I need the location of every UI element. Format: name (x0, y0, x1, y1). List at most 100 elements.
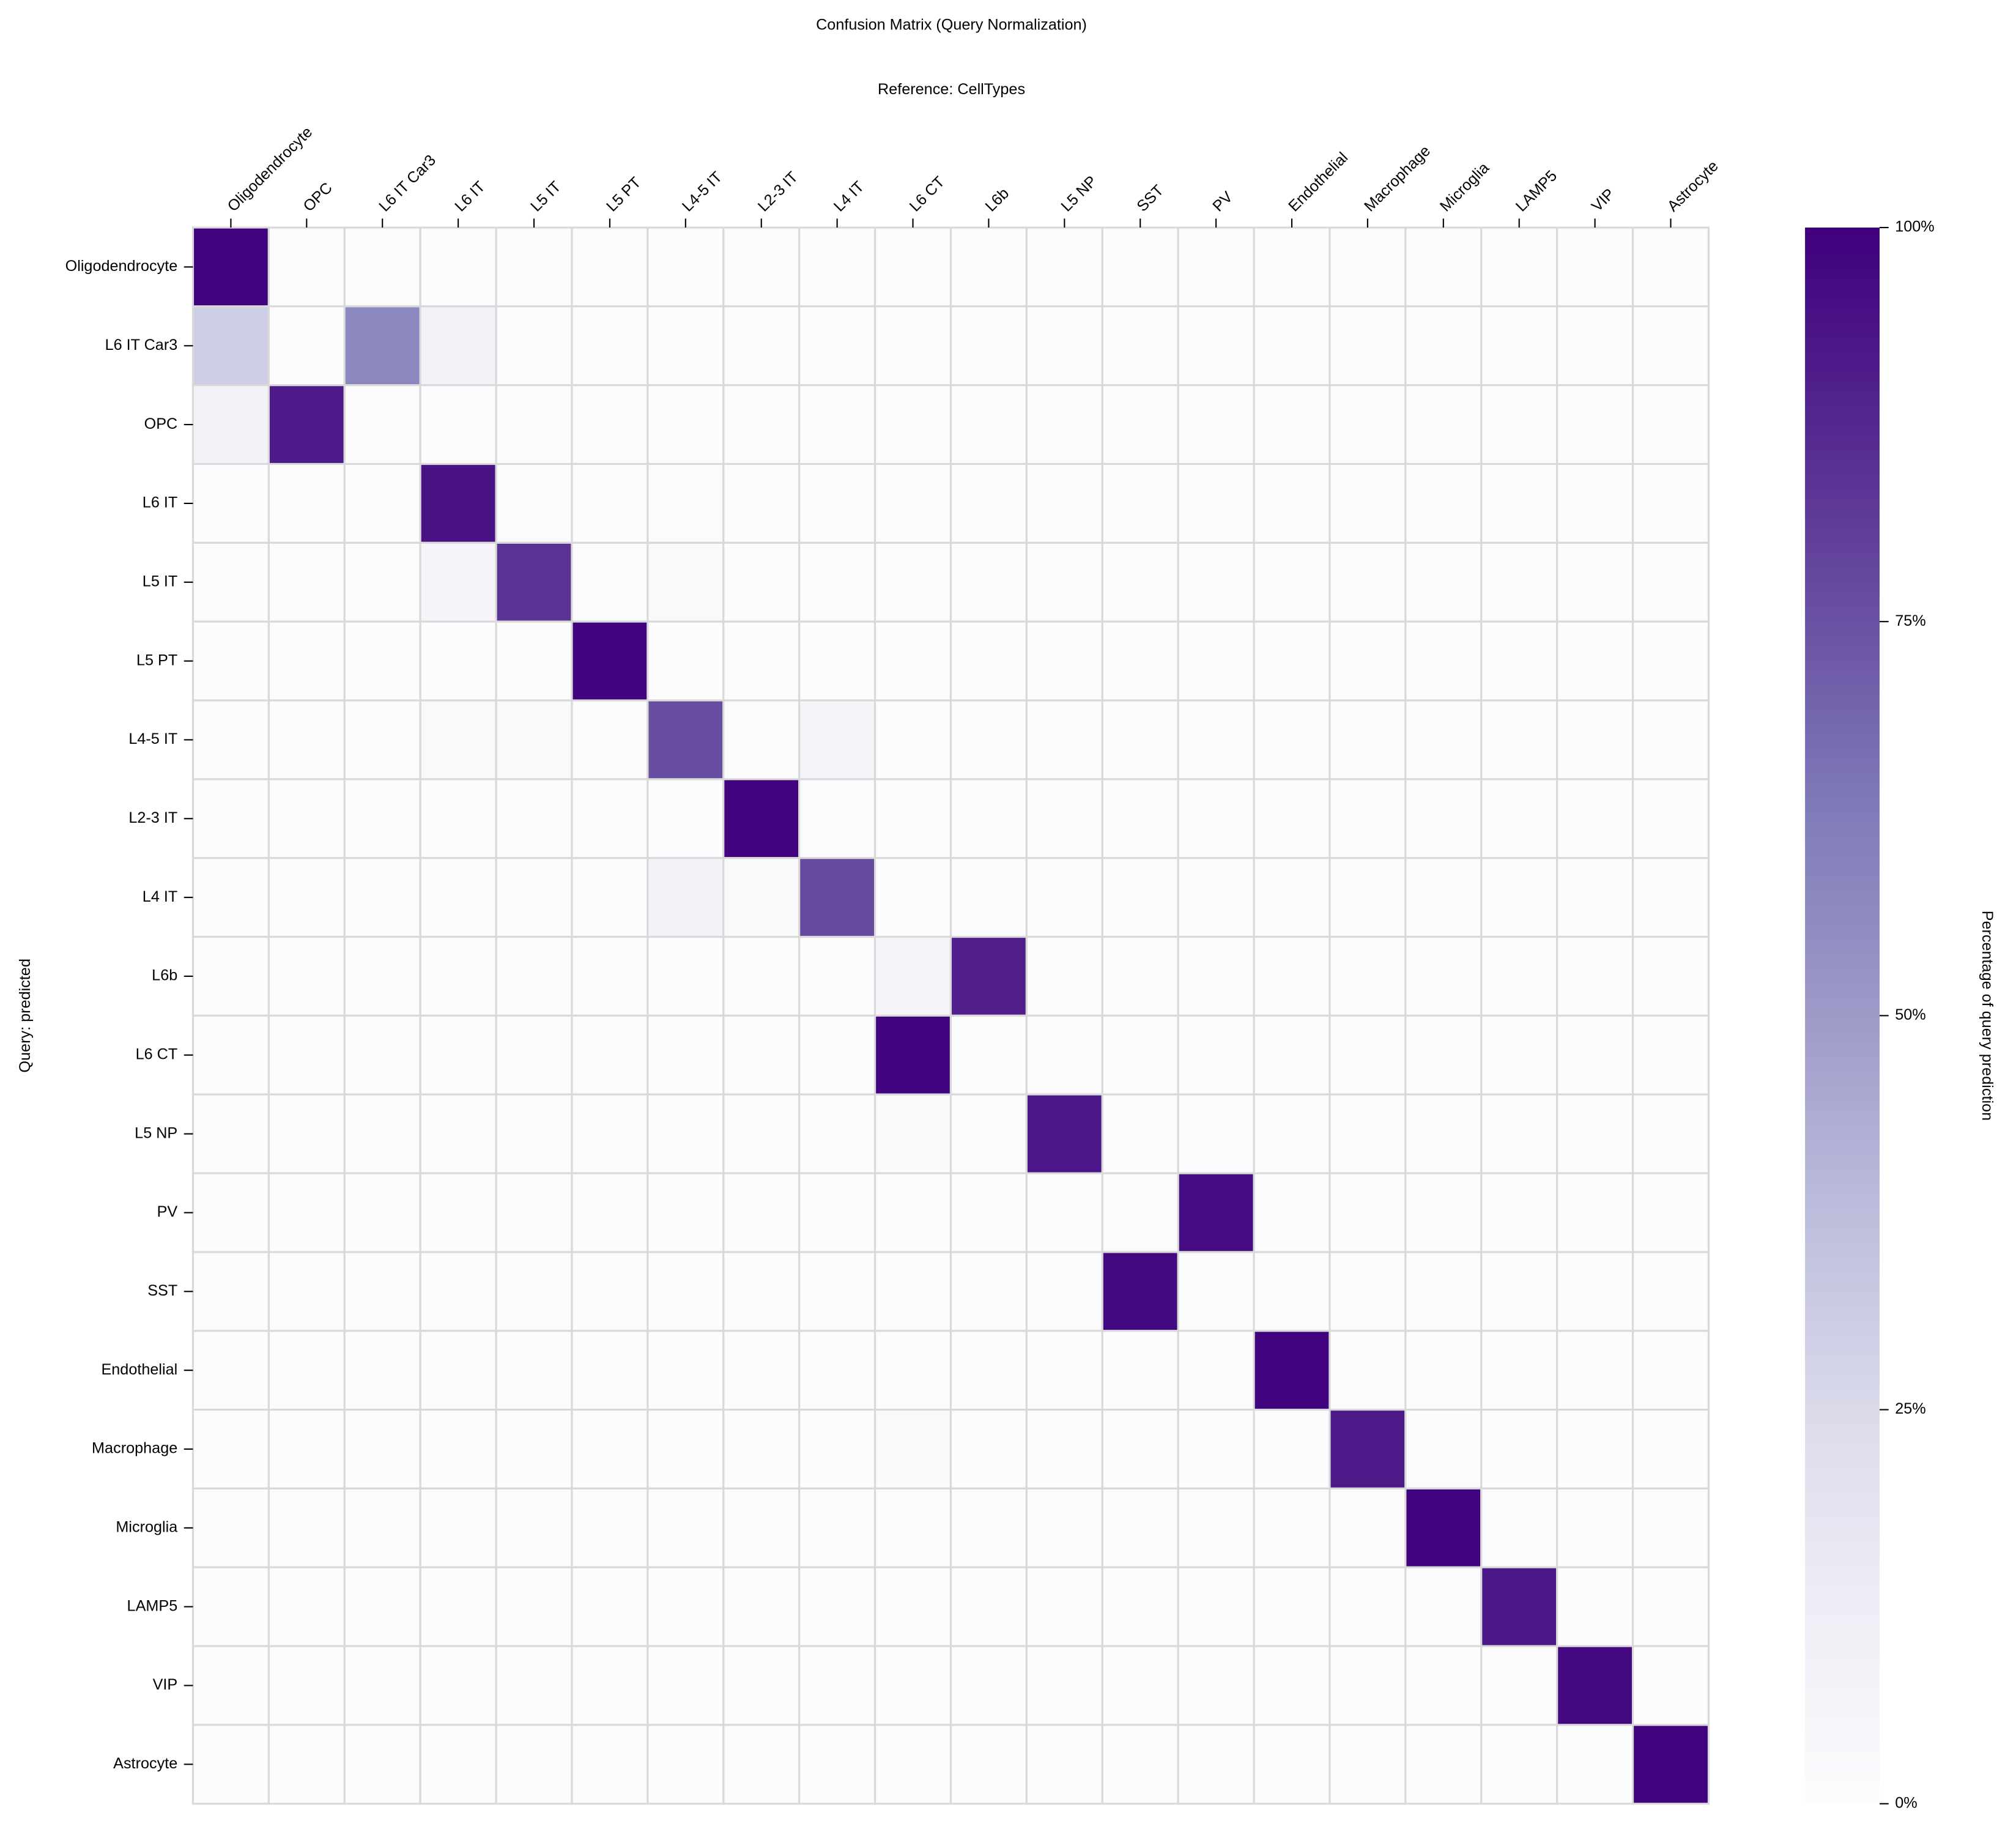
heatmap-cell (419, 778, 497, 859)
heatmap-cell (191, 1408, 270, 1489)
y-tick-label: L5 NP (135, 1124, 177, 1141)
heatmap-cell (1329, 620, 1407, 702)
heatmap-cell (495, 1251, 573, 1332)
heatmap-cell (873, 1093, 952, 1174)
heatmap-cell (798, 1645, 876, 1726)
heatmap-cell (1101, 1487, 1179, 1568)
heatmap-cell (873, 1645, 952, 1726)
x-tick-label: Astrocyte (1664, 157, 1722, 215)
heatmap-cell (191, 1487, 270, 1568)
heatmap-cell (949, 1251, 1028, 1332)
heatmap-cell (1025, 857, 1103, 938)
x-tick-label: L4 IT (831, 178, 867, 215)
heatmap-cell (191, 384, 270, 465)
heatmap-cell (647, 1014, 725, 1096)
y-tick-label: Microglia (116, 1518, 178, 1535)
heatmap-cell (1101, 1251, 1179, 1332)
heatmap-cell (419, 699, 497, 781)
heatmap-cell (798, 778, 876, 859)
heatmap-cell (798, 1408, 876, 1489)
heatmap-cell (1480, 1172, 1558, 1253)
heatmap-cell (191, 935, 270, 1017)
colorbar-label: Percentage of query prediction (1979, 911, 1996, 1121)
heatmap-cell (1480, 857, 1558, 938)
heatmap-cell (1101, 226, 1179, 308)
heatmap-cell (1253, 305, 1331, 387)
heatmap-cell (647, 1566, 725, 1647)
heatmap-cell (1025, 1330, 1103, 1411)
heatmap-cell (419, 384, 497, 465)
heatmap-cell (343, 1566, 421, 1647)
heatmap-cell (798, 935, 876, 1017)
heatmap-cell (1025, 384, 1103, 465)
heatmap-cell (495, 935, 573, 1017)
heatmap-cell (1177, 1724, 1255, 1805)
heatmap-cell (419, 462, 497, 544)
heatmap-cell (1631, 1487, 1710, 1568)
heatmap-cell (949, 1093, 1028, 1174)
x-tick-label: L6 IT (451, 178, 488, 215)
heatmap-cell (419, 1014, 497, 1096)
heatmap-cell (647, 1408, 725, 1489)
heatmap-cell (1329, 1645, 1407, 1726)
heatmap-cell (191, 1330, 270, 1411)
heatmap-cell (1404, 1251, 1483, 1332)
x-tick-label: L6 IT Car3 (376, 152, 439, 215)
x-tick-label: PV (1209, 188, 1236, 215)
heatmap-cell (571, 620, 649, 702)
heatmap-cell (267, 1724, 346, 1805)
heatmap-cell (1025, 1014, 1103, 1096)
heatmap-cell (949, 1014, 1028, 1096)
heatmap-cell (1480, 1014, 1558, 1096)
heatmap-cell (1556, 541, 1634, 623)
heatmap-cell (722, 620, 801, 702)
heatmap-cell (1177, 620, 1255, 702)
heatmap-cell (1025, 1645, 1103, 1726)
heatmap-cell (571, 699, 649, 781)
heatmap-cell (419, 1330, 497, 1411)
heatmap-cell (798, 620, 876, 702)
heatmap-cell (267, 1645, 346, 1726)
x-tick-label: L2-3 IT (755, 168, 801, 215)
y-tick-label: OPC (144, 415, 178, 432)
heatmap-cell (343, 1330, 421, 1411)
heatmap-cell (1631, 541, 1710, 623)
heatmap-cell (873, 1408, 952, 1489)
heatmap-cell (343, 857, 421, 938)
heatmap-cell (1404, 1014, 1483, 1096)
colorbar-tick-label: 100% (1895, 218, 1935, 235)
heatmap-cell (949, 699, 1028, 781)
y-tick-label: L6 IT (143, 494, 177, 511)
x-tick-label: L6 CT (906, 173, 948, 215)
heatmap-cell (873, 699, 952, 781)
heatmap-cell (343, 1172, 421, 1253)
heatmap-cell (1101, 935, 1179, 1017)
heatmap-cell (722, 384, 801, 465)
heatmap-cell (1177, 699, 1255, 781)
x-tick-label: L4-5 IT (679, 168, 725, 215)
heatmap-cell (1101, 384, 1179, 465)
heatmap-cell (419, 1172, 497, 1253)
heatmap-cell (722, 226, 801, 308)
heatmap-cell (1404, 935, 1483, 1017)
heatmap-cell (1329, 935, 1407, 1017)
heatmap-cell (722, 1724, 801, 1805)
heatmap-cell (1480, 620, 1558, 702)
heatmap-cell (647, 1093, 725, 1174)
heatmap-cell (343, 226, 421, 308)
heatmap-cell (267, 462, 346, 544)
heatmap-cell (571, 935, 649, 1017)
heatmap-cell (1329, 1014, 1407, 1096)
heatmap-cell (1177, 305, 1255, 387)
y-tick-label: Oligodendrocyte (65, 258, 178, 275)
heatmap-cell (949, 1566, 1028, 1647)
heatmap-cell (1025, 226, 1103, 308)
heatmap-cell (1253, 541, 1331, 623)
heatmap-cell (495, 857, 573, 938)
heatmap-cell (343, 462, 421, 544)
heatmap-cell (798, 1172, 876, 1253)
heatmap-cell (1556, 1251, 1634, 1332)
heatmap-cell (495, 620, 573, 702)
x-tick-label: L5 NP (1058, 172, 1100, 215)
heatmap-cell (1177, 462, 1255, 544)
